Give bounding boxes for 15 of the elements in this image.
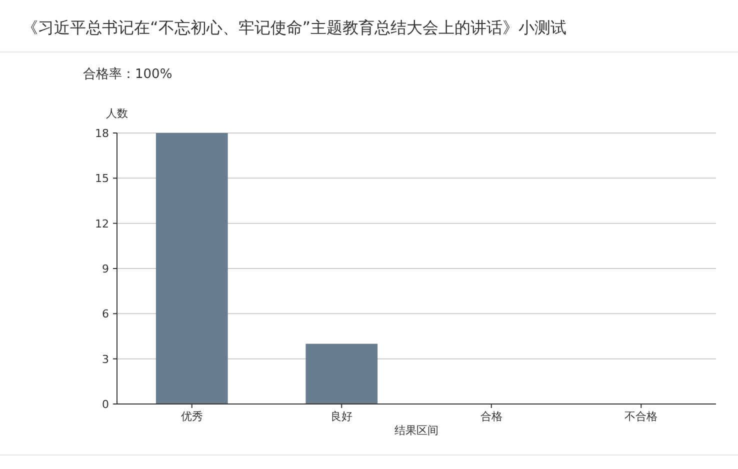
ytick: 0 (102, 398, 109, 411)
ytick: 15 (95, 172, 109, 186)
xtick: 优秀 (180, 410, 203, 423)
ytick: 9 (102, 262, 109, 276)
title: 《习近平总书记在“不忘初心、牢记使命”主题教育总结大会上的讲话》小测试 (22, 18, 567, 37)
xlabel: 结果区间 (394, 424, 438, 437)
xtick: 良好 (330, 410, 353, 423)
xtick: 不合格 (624, 410, 658, 423)
ytick: 18 (95, 127, 109, 140)
ylabel: 人数 (106, 107, 128, 120)
ytick: 3 (102, 352, 109, 366)
xtick: 合格 (480, 410, 502, 423)
ytick: 12 (95, 217, 109, 230)
ytick: 6 (102, 308, 109, 321)
subtitle: 合格率：100% (83, 67, 172, 82)
